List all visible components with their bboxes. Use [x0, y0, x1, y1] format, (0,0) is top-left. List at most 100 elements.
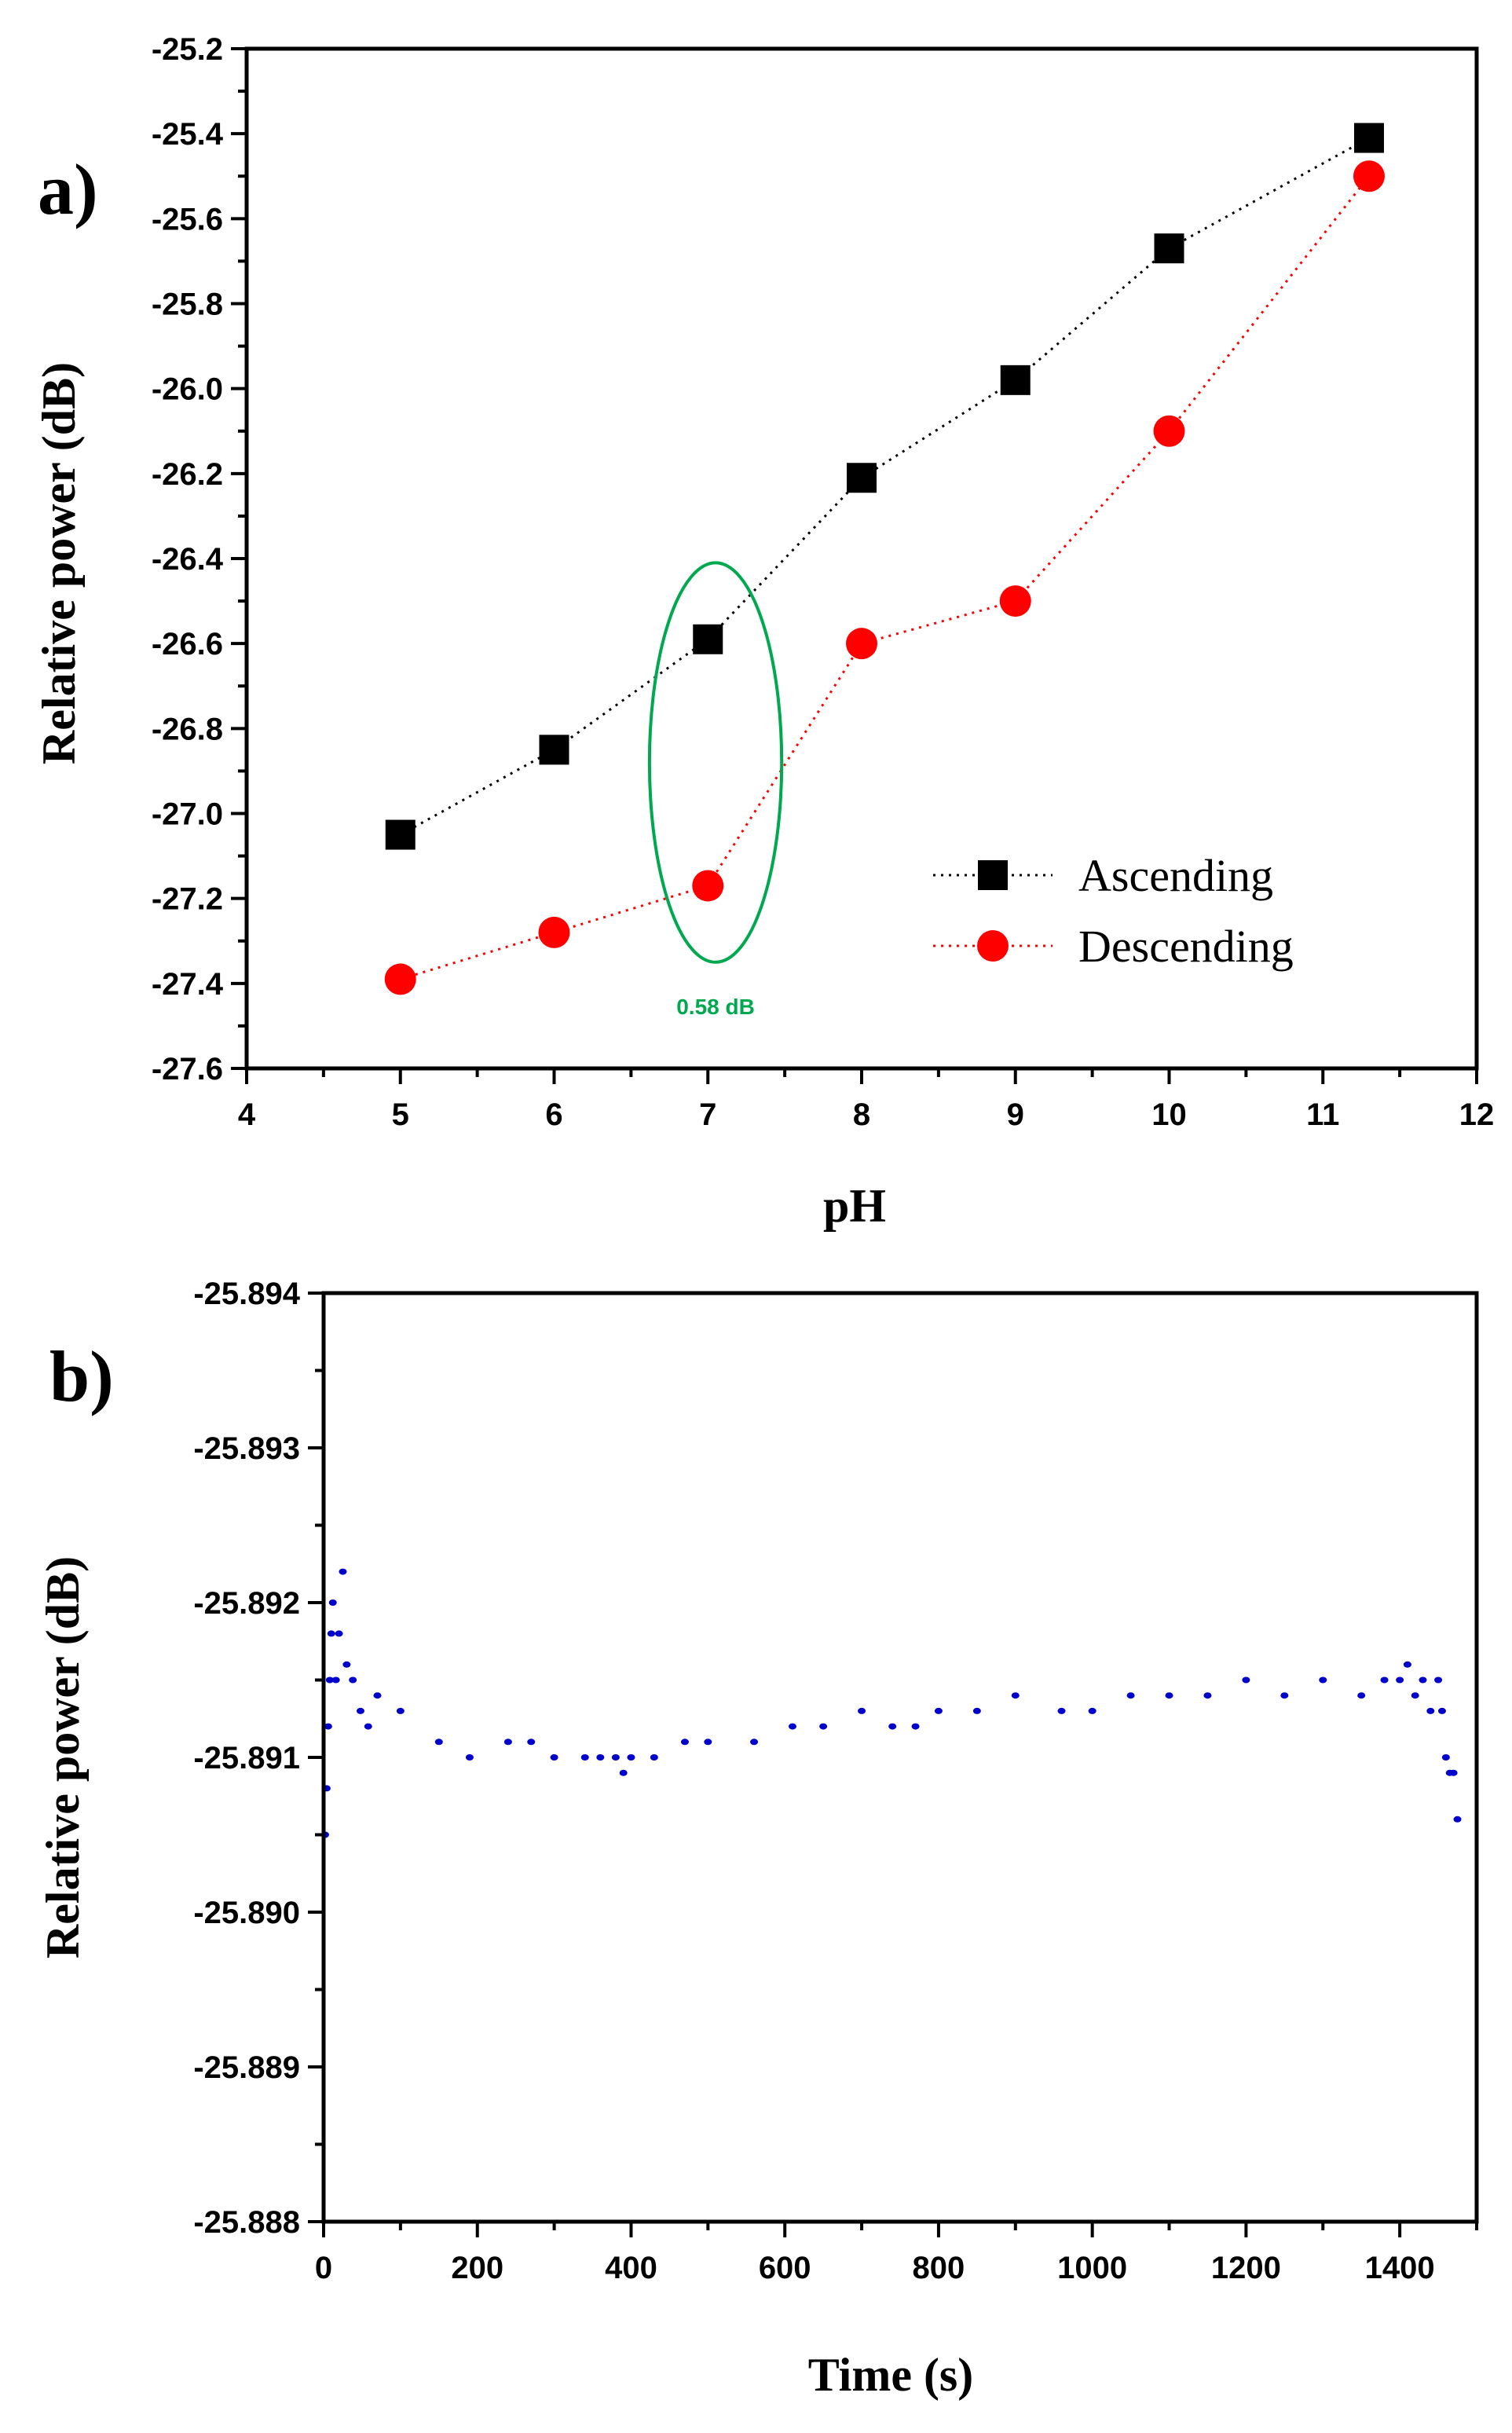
panel-a-y-tick-label: -27.6: [152, 1052, 223, 1086]
time-series-point: [331, 1676, 340, 1684]
panel-b-label: b): [49, 1336, 114, 1416]
time-series-point: [396, 1707, 405, 1714]
time-series-point: [373, 1692, 382, 1699]
time-series-point: [750, 1739, 759, 1746]
panel-a-y-tick-label: -25.6: [152, 202, 223, 236]
panel-b-y-tick-label: -25.891: [193, 1741, 300, 1775]
panel-b-x-tick-label: 400: [605, 2251, 657, 2285]
time-series-point: [1011, 1692, 1020, 1699]
time-series-point: [934, 1707, 943, 1714]
annotation-ellipse: [647, 561, 784, 964]
panel-b-x-tick-label: 1000: [1057, 2251, 1127, 2285]
time-series-point: [788, 1723, 796, 1730]
time-series-point: [1380, 1676, 1389, 1684]
panel-b-y-axis-title: Relative power (dB): [37, 1556, 89, 1958]
panel-a-series: [384, 123, 1385, 995]
time-series-point: [972, 1707, 981, 1714]
panel-b-y-tick-label: -25.892: [193, 1586, 300, 1621]
time-series-point: [1126, 1692, 1135, 1699]
time-series-point: [704, 1739, 712, 1746]
panel-b-x-tick-label: 600: [759, 2251, 811, 2285]
time-series-point: [1434, 1676, 1443, 1684]
time-series-point: [1437, 1707, 1446, 1714]
panel-a-legend: Ascending Descending: [933, 850, 1294, 972]
time-series-point: [650, 1754, 658, 1761]
time-series-point: [527, 1739, 536, 1746]
panel-a-y-tick-label: -27.4: [152, 967, 224, 1002]
time-series-point: [1441, 1754, 1450, 1761]
time-series-point: [1403, 1661, 1411, 1668]
panel-b-y-tick-label: -25.889: [193, 2050, 300, 2085]
time-series-point: [888, 1723, 897, 1730]
descending-point: [1353, 160, 1385, 192]
panel-a-x-tick-label: 10: [1151, 1097, 1187, 1132]
time-series-point: [339, 1568, 347, 1575]
time-series-point: [1280, 1692, 1289, 1699]
time-series-point: [1088, 1707, 1096, 1714]
descending-point: [538, 916, 570, 948]
time-series-point: [1453, 1816, 1462, 1823]
panel-b: b) 0 200 400 600 800 1000 1200 1400 -25.894 -25.8…: [37, 1277, 1479, 2401]
panel-a-y-tick-label: -27.0: [152, 797, 223, 832]
time-series-point: [364, 1723, 372, 1730]
panel-a-x-tick-label: 4: [238, 1097, 256, 1132]
time-series-point: [1057, 1707, 1066, 1714]
panel-a-y-tick-label: -26.0: [152, 372, 223, 407]
time-series-point: [342, 1661, 351, 1668]
ascending-point: [1000, 365, 1031, 395]
time-series-point: [858, 1707, 866, 1714]
panel-a-y-tick-label: -26.4: [152, 542, 224, 577]
panel-b-x-tick-label: 800: [913, 2251, 965, 2285]
time-series-point: [819, 1723, 828, 1730]
panel-b-series: [320, 1568, 1462, 1838]
panel-a-y-tick-label: -25.4: [152, 117, 224, 152]
time-series-point: [356, 1707, 364, 1714]
panel-a-x-tick-label: 6: [545, 1097, 562, 1132]
time-series-point: [325, 1676, 334, 1684]
time-series-point: [503, 1739, 512, 1746]
time-series-point: [434, 1739, 443, 1746]
time-series-point: [619, 1769, 628, 1776]
time-series-point: [911, 1723, 920, 1730]
annotation-label: 0.58 dB: [676, 995, 755, 1019]
descending-point: [999, 585, 1031, 617]
panel-a-x-tick-label: 12: [1459, 1097, 1495, 1132]
panel-a-y-tick-label: -25.8: [152, 288, 223, 322]
panel-b-y-tick-label: -25.893: [193, 1431, 300, 1466]
ascending-point: [1353, 123, 1384, 153]
legend-ascending-label: Ascending: [1078, 850, 1273, 901]
time-series-point: [1426, 1707, 1435, 1714]
panel-b-x-axis-title: Time (s): [808, 2349, 974, 2401]
time-series-point: [550, 1754, 558, 1761]
panel-a-x-tick-label: 5: [392, 1097, 409, 1132]
panel-b-y-tick-label: -25.890: [193, 1896, 300, 1930]
descending-point: [1153, 415, 1185, 447]
panel-a-y-tick-label: -26.6: [152, 627, 223, 661]
time-series-point: [611, 1754, 620, 1761]
descending-point: [692, 870, 724, 902]
panel-a-y-tick-label: -25.2: [152, 32, 223, 67]
panel-b-x-tick-label: 1400: [1365, 2251, 1435, 2285]
panel-a-y-tick-label: -26.2: [152, 457, 223, 492]
panel-a-ticks: 4 5 6 7 8 9 10 11 12 -25.2 -25.4 -25.6 -25.8 -26.0 -26…: [152, 32, 1494, 1132]
time-series-point: [324, 1723, 332, 1730]
descending-point: [846, 628, 877, 660]
time-series-point: [1242, 1676, 1250, 1684]
ascending-point: [1154, 233, 1184, 264]
time-series-point: [1165, 1692, 1173, 1699]
panel-a-y-axis-title: Relative power (dB): [33, 362, 85, 764]
panel-a-x-axis-title: pH: [823, 1180, 886, 1232]
time-series-point: [335, 1630, 343, 1637]
descending-point: [384, 963, 416, 995]
panel-a-y-tick-label: -27.2: [152, 882, 223, 917]
time-series-point: [680, 1739, 689, 1746]
time-series-point: [328, 1599, 337, 1606]
legend-descending-marker: [977, 930, 1009, 962]
ascending-point: [693, 624, 723, 654]
time-series-point: [465, 1754, 474, 1761]
time-series-point: [1203, 1692, 1212, 1699]
time-series-point: [1419, 1676, 1427, 1684]
panel-a-x-tick-label: 11: [1306, 1097, 1339, 1132]
